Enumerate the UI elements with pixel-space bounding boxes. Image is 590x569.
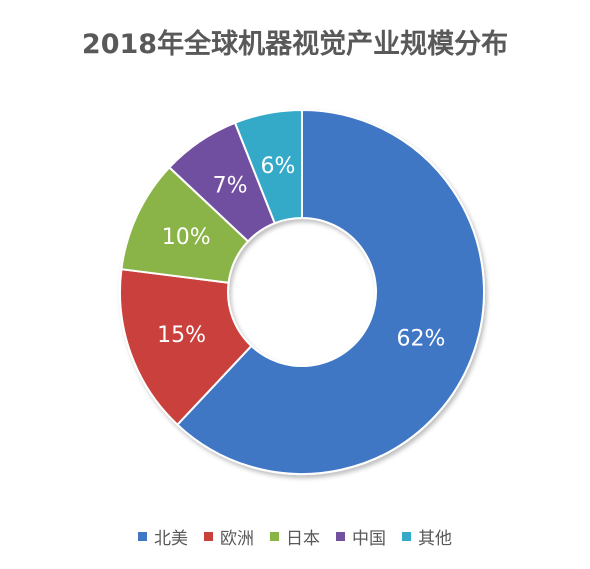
legend-item-北美: 北美	[138, 524, 188, 549]
legend-item-其他: 其他	[402, 524, 452, 549]
legend-swatch	[204, 532, 213, 541]
legend-item-日本: 日本	[270, 524, 320, 549]
legend-item-欧洲: 欧洲	[204, 524, 254, 549]
legend-swatch	[138, 532, 147, 541]
legend-label: 中国	[352, 529, 386, 549]
slice-label-其他: 6%	[261, 154, 296, 179]
legend-label: 欧洲	[220, 529, 254, 549]
chart-title: 2018年全球机器视觉产业规模分布	[81, 29, 509, 60]
slice-其他	[233, 108, 303, 225]
legend-label: 北美	[154, 529, 188, 549]
legend-swatch	[270, 532, 279, 541]
chart-legend: 北美 欧洲 日本 中国 其他	[0, 524, 590, 549]
slice-label-中国: 7%	[213, 174, 248, 199]
legend-swatch	[402, 532, 411, 541]
legend-swatch	[336, 532, 345, 541]
slice-label-北美: 62%	[397, 327, 446, 352]
slice-欧洲	[119, 268, 253, 427]
legend-label: 其他	[418, 529, 452, 549]
slice-label-欧洲: 15%	[157, 323, 206, 348]
legend-item-中国: 中国	[336, 524, 386, 549]
legend-label: 日本	[286, 529, 320, 549]
slice-label-日本: 10%	[162, 225, 211, 250]
slice-北美	[175, 108, 485, 475]
